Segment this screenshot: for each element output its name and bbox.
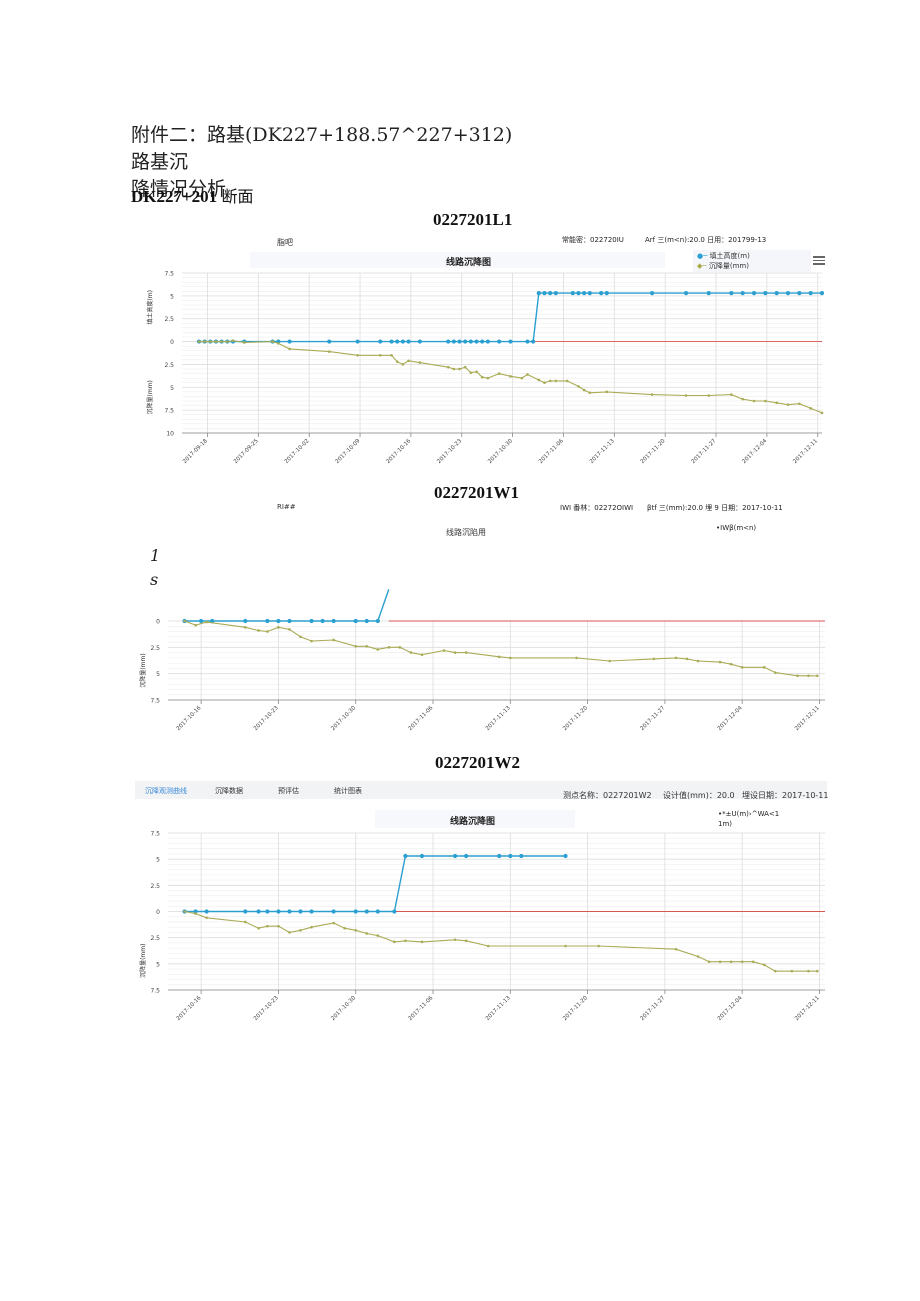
chart-2-name: 0227201W1 [434, 483, 519, 502]
svg-text:2017-10-02: 2017-10-02 [284, 438, 311, 465]
section-title: DK227+201 断面 [131, 183, 253, 207]
svg-text:2017-10-30: 2017-10-30 [330, 995, 357, 1022]
svg-text:7.5: 7.5 [164, 408, 174, 415]
legend-marker-blue-icon: ●─ [697, 252, 708, 260]
svg-text:2017-11-20: 2017-11-20 [640, 438, 667, 465]
svg-text:2.5: 2.5 [164, 316, 174, 323]
svg-text:沉降量(mm): 沉降量(mm) [139, 653, 147, 687]
section-label: 断面 [221, 187, 254, 206]
svg-text:2017-09-18: 2017-09-18 [182, 438, 209, 465]
svg-text:2017-11-13: 2017-11-13 [589, 438, 616, 465]
svg-text:2.5: 2.5 [150, 935, 160, 942]
svg-text:2017-12-04: 2017-12-04 [717, 705, 744, 732]
chart-1-plot: 7.5 5 2.5 0 2.5 5 7.5 10 2017-09-18 2017-09-25 201… [146, 271, 825, 465]
chart-3-name: 0227201W2 [435, 753, 520, 772]
chart-2-point-name: IWI 番林：02272OIWI [560, 504, 634, 512]
chart-2-plot-title: 线路沉陷用 [446, 528, 486, 537]
legend-marker-olive-icon: ◆─ [697, 262, 707, 270]
svg-text:5: 5 [170, 385, 174, 392]
svg-text:填土高度(m): 填土高度(m) [146, 290, 154, 325]
svg-text:7.5: 7.5 [150, 698, 160, 705]
svg-text:0: 0 [170, 339, 174, 346]
svg-text:2017-10-23: 2017-10-23 [253, 995, 280, 1022]
chart-1-plot-title: 线路沉降图 [446, 258, 492, 268]
chart-2-note-2: s [150, 570, 159, 589]
section-code: DK227+201 [131, 187, 218, 206]
svg-text:0: 0 [156, 909, 160, 916]
svg-text:2017-11-13: 2017-11-13 [485, 995, 512, 1022]
tab-settlement-curve[interactable]: 沉降观测曲线 [145, 787, 187, 795]
document-title: 附件二：路基(DK227+188.57^227+312)路基沉 降情况分析 [131, 122, 531, 203]
chart-1-legend[interactable]: ●─ 填土高度(m) ◆─ 沉降量(mm) [693, 250, 811, 272]
chart-3-bury-date: 埋设日期：2017-10-11 [742, 791, 829, 800]
svg-text:2.5: 2.5 [150, 883, 160, 890]
chart-1-name: 0227201L1 [433, 210, 513, 229]
svg-text:2017-10-16: 2017-10-16 [176, 995, 203, 1022]
chart-3-title-bar [375, 810, 575, 828]
svg-text:5: 5 [156, 961, 160, 968]
legend-item-settlement[interactable]: ◆─ 沉降量(mm) [697, 262, 749, 270]
svg-text:2017-11-06: 2017-11-06 [408, 705, 435, 732]
svg-text:2017-11-20: 2017-11-20 [562, 995, 589, 1022]
svg-text:2017-11-06: 2017-11-06 [538, 438, 565, 465]
tab-statistics[interactable]: 统计图表 [334, 787, 362, 795]
svg-text:2017-11-27: 2017-11-27 [639, 995, 666, 1022]
chart-1-point-name: 常能密：022720IU [562, 236, 624, 244]
svg-text:2.5: 2.5 [150, 645, 160, 652]
legend-item-fill-height[interactable]: ●─ 填土高度(m) [697, 252, 750, 260]
svg-text:2017-10-30: 2017-10-30 [330, 705, 357, 732]
chart-2-plot: 0 2.5 5 7.5 2017-10-16 2017-10-23 2017-10-30 20… [139, 589, 825, 732]
svg-text:2017-12-11: 2017-12-11 [794, 705, 821, 732]
chart-2-design-info: βtf 三(mm):20.0 埋 9 日期：2017-10-11 [647, 504, 783, 512]
svg-text:2017-10-09: 2017-10-09 [335, 438, 362, 465]
tab-settlement-data[interactable]: 沉降数据 [215, 787, 243, 795]
svg-text:2017-12-11: 2017-12-11 [792, 438, 819, 465]
svg-text:2017-11-20: 2017-11-20 [562, 705, 589, 732]
chart-2-legend[interactable]: •IWβ(m<n) [716, 524, 757, 532]
svg-text:2017-10-23: 2017-10-23 [436, 438, 463, 465]
svg-text:沉降量(mm): 沉降量(mm) [139, 944, 147, 978]
svg-text:2017-10-23: 2017-10-23 [253, 705, 280, 732]
document-title-line2: 降情况分析 [131, 178, 227, 200]
svg-text:2017-11-27: 2017-11-27 [691, 438, 718, 465]
svg-text:0: 0 [156, 619, 160, 626]
svg-text:2017-11-13: 2017-11-13 [485, 705, 512, 732]
chart-3-point-name: 测点名称：0227201W2 [563, 791, 652, 800]
chart-1-design-info: Arf 三(m<n):20.0 日用：201799-13 [645, 236, 767, 244]
svg-text:2017-10-16: 2017-10-16 [385, 438, 412, 465]
chart-menu-icon[interactable] [813, 254, 825, 266]
svg-text:10: 10 [166, 431, 174, 438]
chart-2-note-1: 1 [150, 546, 161, 565]
svg-text:2017-09-25: 2017-09-25 [233, 438, 260, 465]
svg-text:2017-12-04: 2017-12-04 [741, 438, 768, 465]
svg-text:5: 5 [170, 293, 174, 300]
svg-text:沉降量(mm): 沉降量(mm) [146, 380, 154, 414]
chart-1-title-bar [250, 252, 665, 268]
chart-3-tabbar: 沉降观测曲线 沉降数据 预评估 统计图表 测点名称：0227201W2 设计值(… [135, 781, 829, 800]
chart-3-legend-line1[interactable]: •*±U(m)›^WA<1 [718, 810, 780, 818]
chart-2-left-label: RI## [277, 503, 296, 511]
chart-3-legend-line2: 1m) [718, 820, 733, 828]
chart-1-left-label: 脂吧 [277, 238, 293, 247]
svg-text:2017-12-11: 2017-12-11 [794, 995, 821, 1022]
svg-text:2.5: 2.5 [164, 362, 174, 369]
tab-pre-evaluation[interactable]: 预评估 [278, 787, 299, 795]
chart-3-design-value: 设计值(mm)：20.0 [663, 791, 735, 800]
svg-text:5: 5 [156, 671, 160, 678]
svg-text:2017-10-16: 2017-10-16 [176, 705, 203, 732]
document-title-line1: 附件二：路基(DK227+188.57^227+312)路基沉 [131, 124, 513, 173]
svg-text:2017-11-06: 2017-11-06 [408, 995, 435, 1022]
svg-text:7.5: 7.5 [150, 831, 160, 838]
chart-3-plot-title: 线路沉降图 [450, 817, 496, 827]
svg-text:2017-10-30: 2017-10-30 [487, 438, 514, 465]
chart-3-plot: 7.5 5 2.5 0 2.5 5 7.5 2017-10-16 2017-10-23 2017-… [139, 831, 825, 1022]
svg-text:2017-11-27: 2017-11-27 [639, 705, 666, 732]
svg-text:7.5: 7.5 [164, 271, 174, 278]
svg-text:7.5: 7.5 [150, 988, 160, 995]
svg-text:2017-12-04: 2017-12-04 [717, 995, 744, 1022]
svg-text:5: 5 [156, 857, 160, 864]
